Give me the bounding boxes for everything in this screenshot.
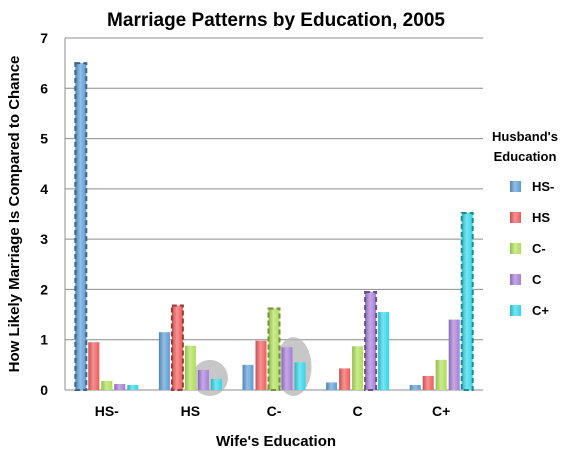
legend-swatch <box>510 212 521 223</box>
highlight-ellipse <box>191 359 228 397</box>
bar-C--HS <box>255 340 267 390</box>
bar-C-C+ <box>378 312 390 390</box>
bar-HS--HS <box>88 342 100 390</box>
y-tick-label: 4 <box>40 181 48 197</box>
bar-HS--C <box>114 383 126 390</box>
legend-title-line-2: Education <box>494 149 557 164</box>
x-tick-label: C+ <box>432 403 450 419</box>
y-axis-label: How Likely Marriage Is Compared to Chanc… <box>6 56 23 373</box>
y-tick-labels: 0 1 2 3 4 5 6 7 <box>40 30 48 398</box>
chart-title: Marriage Patterns by Education, 2005 <box>107 10 445 31</box>
bar-HS-C <box>197 369 209 390</box>
y-tick-label: 1 <box>40 332 48 348</box>
bar-HS--C- <box>101 380 113 390</box>
legend-label: HS <box>532 210 550 225</box>
bar-C--C <box>281 347 293 390</box>
y-tick-label: 5 <box>40 131 48 147</box>
x-axis-label: Wife's Education <box>216 433 336 450</box>
bar-C+-HS <box>422 375 434 390</box>
bar-C+-HS- <box>409 384 421 390</box>
legend-label: C <box>532 272 542 287</box>
legend-swatch <box>510 181 521 192</box>
x-tick-label: C- <box>267 403 282 419</box>
y-tick-label: 2 <box>40 281 48 297</box>
y-tick-label: 0 <box>40 382 48 398</box>
bar-HS-C+ <box>210 378 222 390</box>
highlight-ellipse <box>275 337 312 396</box>
bar-C-HS <box>339 368 351 390</box>
y-tick-label: 7 <box>40 30 48 46</box>
legend-label: C- <box>532 241 546 256</box>
x-tick-labels: HS- HS C- C C+ <box>95 403 451 419</box>
bar-C-C <box>364 290 378 392</box>
bar-HS--C+ <box>127 384 139 390</box>
bar-C--C+ <box>294 362 306 390</box>
y-tick-label: 6 <box>40 80 48 96</box>
bar-HS-HS <box>170 304 184 391</box>
x-tick-label: HS- <box>95 403 119 419</box>
bar-C-C- <box>352 346 364 390</box>
legend-label: C+ <box>532 303 549 318</box>
bar-C+-C- <box>435 359 447 390</box>
legend-swatch <box>510 305 521 316</box>
bar-HS--HS- <box>74 62 88 392</box>
bar-C+-C+ <box>460 211 474 391</box>
bar-HS-C- <box>184 345 196 390</box>
y-tick-label: 3 <box>40 231 48 247</box>
bars <box>74 62 474 392</box>
x-tick-label: C <box>353 403 363 419</box>
legend-swatch <box>510 274 521 285</box>
x-tick-label: HS <box>181 403 200 419</box>
bar-C+-C <box>448 319 460 390</box>
legend: Husband's Education HS- HS C- C C+ <box>492 129 558 318</box>
bar-HS-HS- <box>158 332 170 390</box>
bar-C-HS- <box>326 382 338 390</box>
legend-label: HS- <box>532 179 554 194</box>
bar-C--C- <box>267 307 281 391</box>
bar-C--HS- <box>242 364 254 390</box>
legend-swatch <box>510 243 521 254</box>
legend-title-line-1: Husband's <box>492 129 558 144</box>
